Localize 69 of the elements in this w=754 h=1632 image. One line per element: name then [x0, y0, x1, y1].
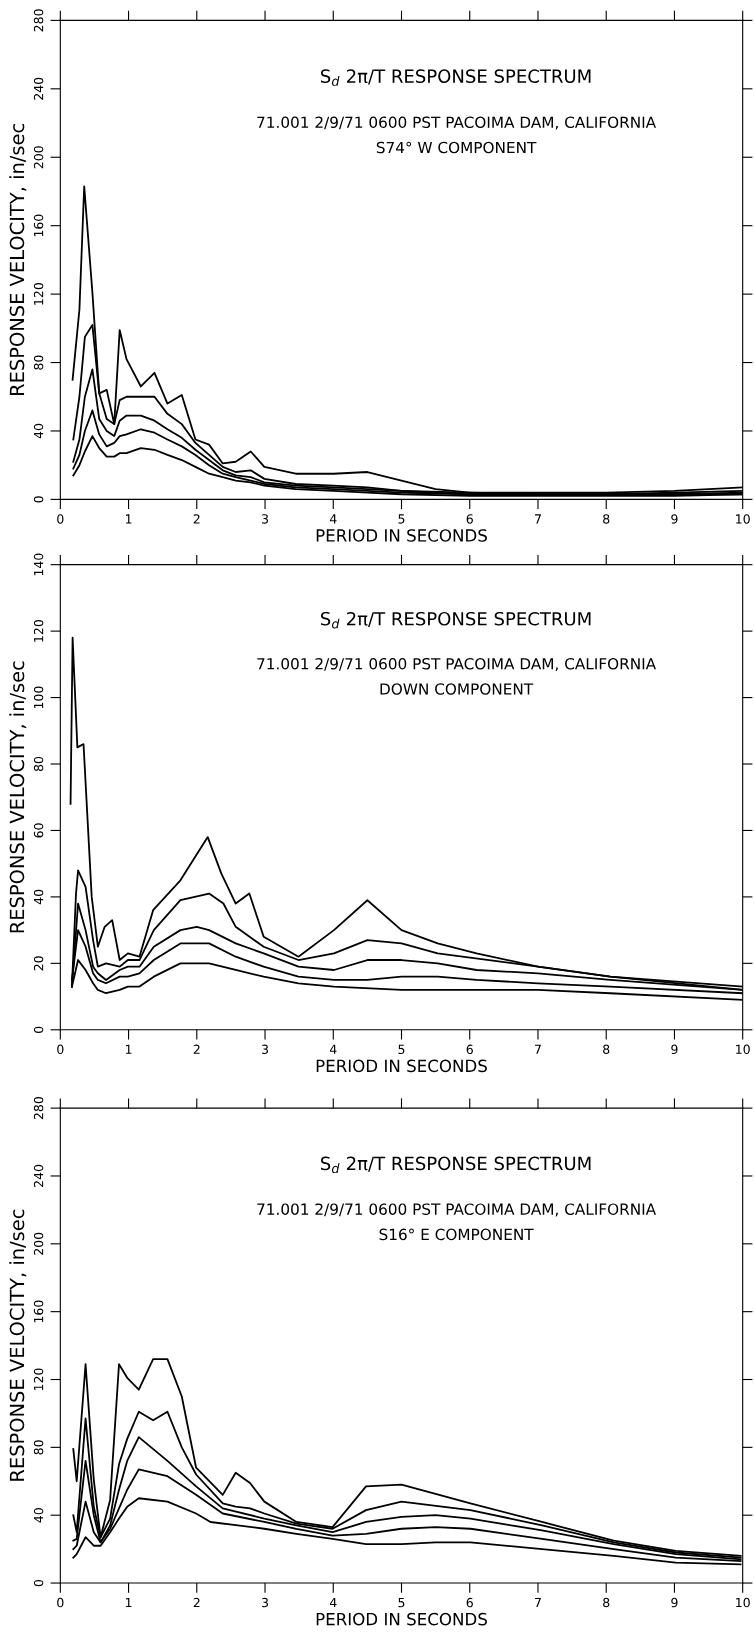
x-tick-label: 10: [736, 1044, 750, 1055]
x-tick-label: 8: [603, 1044, 610, 1055]
y-tick-label: 120: [33, 283, 44, 305]
x-axis-title: PERIOD IN SECONDS: [316, 1612, 487, 1626]
y-tick-label: 80: [33, 355, 44, 370]
text: S$_{d}$ 2π/T RESPONSE SPECTRUM: [320, 611, 591, 629]
y-tick-label: 80: [33, 756, 44, 772]
y-tick-label: 0: [33, 496, 44, 503]
y-tick-label: 120: [33, 620, 44, 642]
y-tick-label: 80: [33, 1440, 44, 1455]
x-tick-label: 10: [736, 1597, 750, 1608]
x-tick-label: 2: [193, 1597, 200, 1608]
x-tick-label: 4: [329, 1044, 337, 1054]
x-tick-label: 10: [736, 514, 750, 524]
y-tick-label: 240: [33, 1164, 44, 1187]
x-tick-label: 3: [262, 514, 269, 524]
y-tick-label: 60: [33, 823, 44, 838]
y-tick-label: 120: [33, 1368, 44, 1391]
x-axis-title: PERIOD IN SECONDS: [316, 529, 487, 542]
y-tick-label: 200: [33, 146, 44, 169]
x-tick-label: 9: [671, 1044, 678, 1055]
y-tick-label: 240: [33, 77, 44, 100]
x-tick-label: 6: [466, 514, 473, 524]
text: 71.001 2/9/71 0600 PST PACOIMA DAM, CALIFORNIA S74° W COMPONENT: [257, 116, 657, 154]
text: 71.001 2/9/71 0600 PST PACOIMA DAM, CALIFORNIA S16° E COMPONENT: [257, 1203, 657, 1241]
x-tick-label: 5: [398, 514, 405, 524]
y-tick-label: 280: [33, 9, 44, 32]
y-tick-label: 0: [33, 1579, 44, 1587]
text: S$_{d}$ 2π/T RESPONSE SPECTRUM: [320, 1156, 591, 1174]
y-tick-label: 40: [33, 1508, 44, 1523]
y-axis-title: RESPONSE VELOCITY, in/sec: [9, 124, 27, 396]
x-tick-label: 5: [398, 1598, 405, 1608]
x-axis-title: PERIOD IN SECONDS: [316, 1059, 487, 1073]
y-tick-label: 140: [33, 553, 44, 576]
y-tick-label: 160: [33, 214, 44, 237]
y-tick-label: 40: [33, 423, 44, 439]
x-tick-label: 1: [125, 1044, 132, 1054]
y-tick-label: 280: [33, 1097, 44, 1120]
y-axis-title: RESPONSE VELOCITY, in/sec: [9, 1209, 27, 1481]
text: 71.001 2/9/71 0600 PST PACOIMA DAM, CALIFORNIA DOWN COMPONENT: [257, 657, 657, 695]
y-tick-label: 200: [33, 1232, 44, 1255]
x-tick-label: 0: [57, 514, 64, 524]
x-tick-label: 7: [535, 514, 541, 524]
y-tick-label: 100: [33, 686, 44, 709]
x-tick-label: 6: [466, 1597, 473, 1608]
x-tick-label: 9: [671, 514, 678, 524]
x-tick-label: 8: [603, 1597, 610, 1608]
x-tick-label: 0: [57, 1044, 64, 1055]
x-tick-label: 7: [535, 1598, 541, 1608]
y-tick-label: 0: [33, 1026, 44, 1033]
y-axis-title: RESPONSE VELOCITY, in/sec: [9, 661, 27, 933]
x-tick-label: 4: [329, 1598, 337, 1608]
x-tick-label: 2: [193, 1044, 200, 1054]
x-tick-label: 5: [398, 1044, 405, 1055]
text: S$_{d}$ 2π/T RESPONSE SPECTRUM: [320, 69, 591, 86]
x-tick-label: 2: [193, 514, 200, 524]
y-tick-label: 20: [33, 956, 44, 971]
x-tick-label: 1: [125, 514, 132, 524]
x-tick-label: 1: [125, 1598, 132, 1608]
x-tick-label: 7: [535, 1044, 541, 1054]
x-tick-label: 6: [466, 1044, 473, 1055]
y-tick-label: 40: [33, 889, 44, 905]
x-tick-label: 0: [57, 1597, 64, 1608]
x-tick-label: 8: [603, 514, 610, 524]
x-tick-label: 3: [262, 1597, 269, 1608]
y-tick-label: 160: [33, 1300, 44, 1323]
x-tick-label: 9: [671, 1597, 678, 1608]
x-tick-label: 4: [329, 514, 337, 524]
x-tick-label: 3: [262, 1044, 269, 1055]
